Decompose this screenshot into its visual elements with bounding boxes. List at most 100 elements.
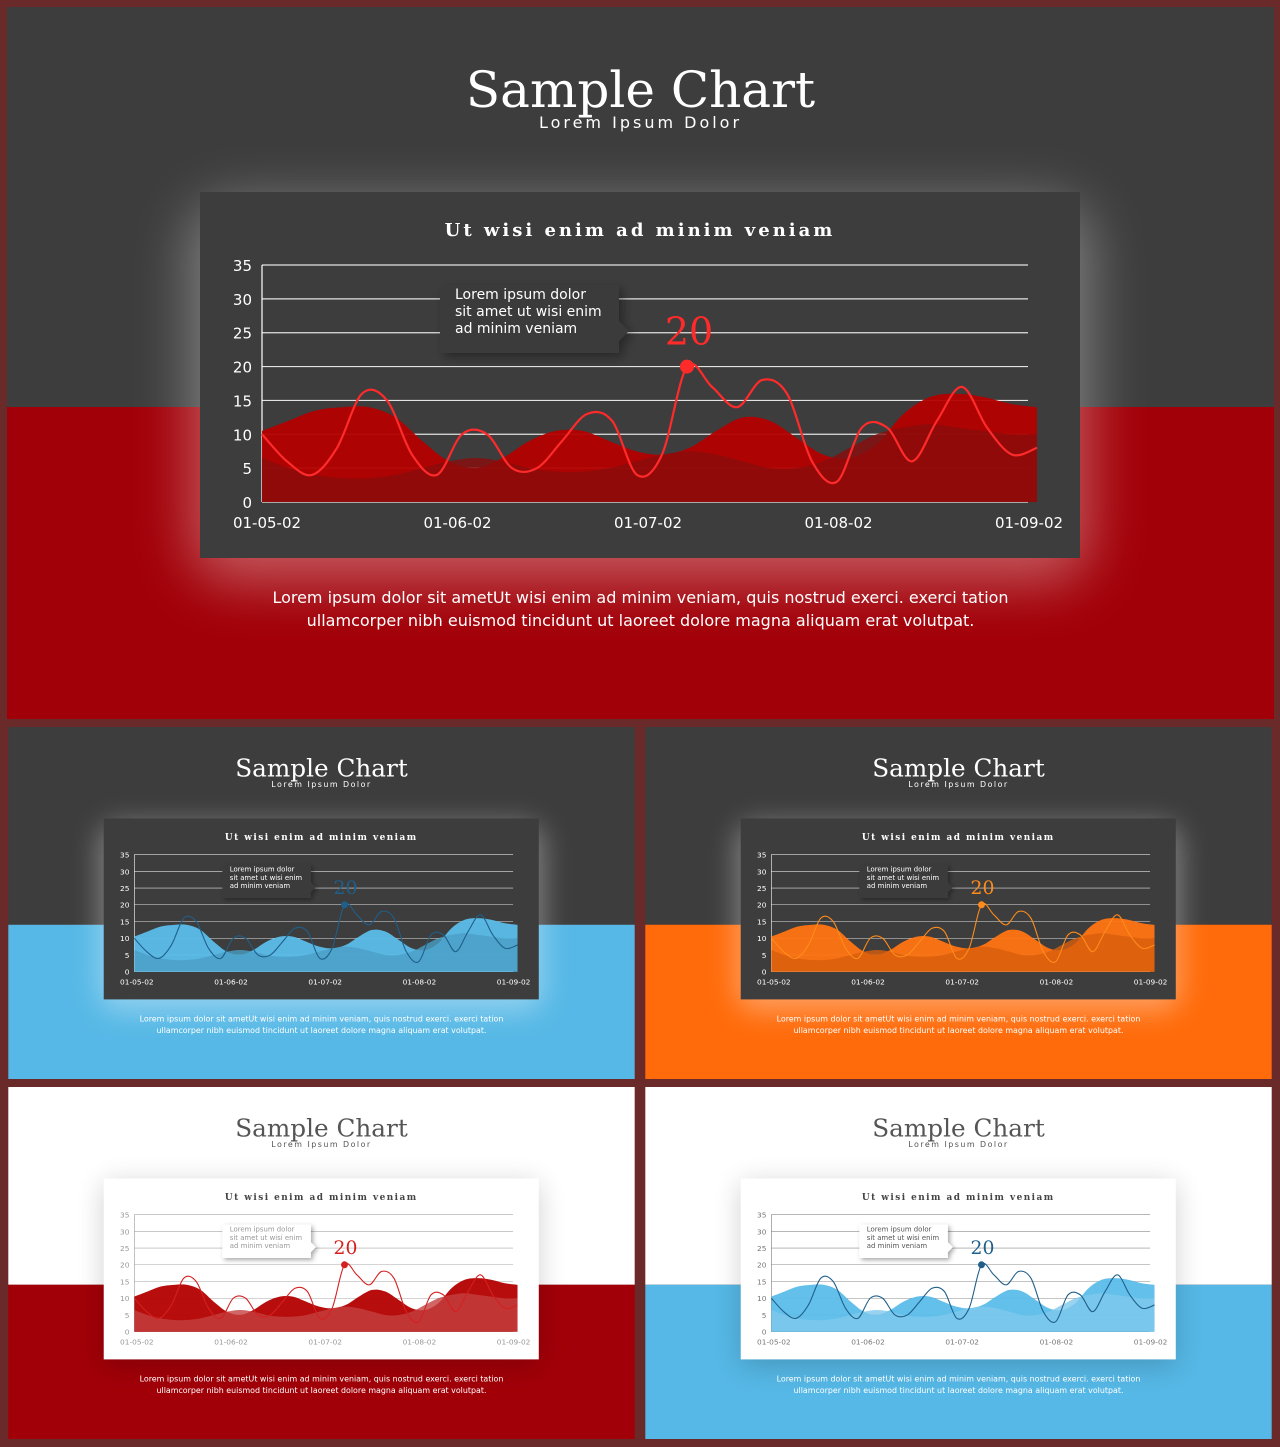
chart-title: Ut wisi enim ad minim veniam — [862, 1193, 1055, 1203]
x-tick-label: 01-06-02 — [214, 978, 248, 987]
area-series — [134, 1293, 518, 1332]
x-tick-label: 01-07-02 — [614, 514, 682, 532]
x-tick-label: 01-05-02 — [120, 1338, 154, 1347]
callout-text: sit amet ut wisi enim — [867, 1234, 940, 1242]
x-tick-label: 01-06-02 — [214, 1338, 248, 1347]
description-text: Lorem ipsum dolor sit ametUt wisi enim a… — [777, 1375, 1141, 1384]
x-tick-label: 01-07-02 — [308, 978, 342, 987]
y-tick-label: 0 — [125, 1328, 130, 1337]
area-series — [262, 424, 1037, 502]
y-tick-label: 10 — [757, 934, 767, 943]
highlight-label: 20 — [334, 878, 358, 899]
chart-title: Ut wisi enim ad minim veniam — [225, 1193, 418, 1203]
callout-box — [440, 285, 629, 353]
y-tick-label: 10 — [233, 426, 252, 444]
description-text: Lorem ipsum dolor sit ametUt wisi enim a… — [140, 1015, 504, 1024]
callout-text: ad minim veniam — [867, 1242, 928, 1250]
slide-title: Sample Chart — [872, 1113, 1045, 1142]
y-tick-label: 15 — [233, 392, 252, 410]
description-text: Lorem ipsum dolor sit ametUt wisi enim a… — [777, 1015, 1141, 1024]
y-tick-label: 20 — [233, 359, 252, 377]
highlight-label: 20 — [971, 878, 995, 899]
callout-box — [222, 1224, 316, 1259]
line-series — [770, 902, 1155, 963]
x-tick-label: 01-09-02 — [497, 1338, 531, 1347]
y-tick-label: 30 — [120, 867, 130, 876]
x-tick-label: 01-08-02 — [403, 978, 437, 987]
slide-orange-dark: Sample Chart Lorem Ipsum Dolor Ut wisi eni… — [644, 727, 1273, 1079]
y-tick-label: 25 — [757, 1244, 767, 1253]
x-tick-label: 01-09-02 — [995, 514, 1063, 532]
highlight-point — [978, 901, 985, 909]
y-tick-label: 15 — [757, 917, 767, 926]
callout-text: sit amet ut wisi enim — [230, 1234, 303, 1242]
y-tick-label: 35 — [120, 851, 130, 860]
area-series — [771, 933, 1155, 972]
y-tick-label: 20 — [757, 901, 767, 910]
y-tick-label: 30 — [120, 1227, 130, 1236]
highlight-point — [978, 1261, 985, 1269]
slide-blue-light: Sample Chart Lorem Ipsum Dolor Ut wisi eni… — [644, 1087, 1273, 1439]
y-tick-label: 0 — [762, 1328, 767, 1337]
y-tick-label: 35 — [120, 1211, 130, 1220]
x-tick-label: 01-09-02 — [497, 978, 531, 987]
highlight-point — [341, 1261, 348, 1269]
chart-panel — [200, 192, 1080, 558]
callout-text: Lorem ipsum dolor — [867, 1225, 932, 1233]
callout-text: sit amet ut wisi enim — [230, 874, 303, 882]
callout-text: Lorem ipsum dolor — [867, 865, 932, 873]
highlight-label: 20 — [334, 1238, 358, 1259]
x-tick-label: 01-05-02 — [757, 978, 791, 987]
highlight-label: 20 — [665, 310, 713, 354]
x-tick-label: 01-07-02 — [945, 1338, 979, 1347]
area-series — [134, 933, 518, 972]
line-series — [133, 902, 518, 963]
slide-title: Sample Chart — [235, 1113, 408, 1142]
slide-main: Sample Chart Lorem Ipsum Dolor Ut wisi eni… — [7, 7, 1274, 719]
callout-text: Lorem ipsum dolor — [455, 287, 586, 303]
callout-text: ad minim veniam — [230, 1242, 291, 1250]
callout-box — [859, 1224, 953, 1259]
x-tick-label: 01-07-02 — [308, 1338, 342, 1347]
y-tick-label: 5 — [762, 1311, 767, 1320]
y-tick-label: 30 — [233, 291, 252, 309]
slide-title: Sample Chart — [235, 753, 408, 782]
y-tick-label: 10 — [757, 1294, 767, 1303]
y-tick-label: 20 — [757, 1261, 767, 1270]
slide-subtitle: Lorem Ipsum Dolor — [908, 780, 1008, 789]
y-tick-label: 25 — [233, 325, 252, 343]
x-tick-label: 01-07-02 — [945, 978, 979, 987]
description-text: ullamcorper nibh euismod tincidunt ut la… — [157, 1026, 487, 1035]
y-tick-label: 20 — [120, 901, 130, 910]
chart-title: Ut wisi enim ad minim veniam — [862, 833, 1055, 843]
slide-subtitle: Lorem Ipsum Dolor — [908, 1140, 1008, 1149]
highlight-point — [341, 901, 348, 909]
y-tick-label: 0 — [125, 968, 130, 977]
slide-subtitle: Lorem Ipsum Dolor — [539, 113, 742, 132]
y-tick-label: 10 — [120, 934, 130, 943]
x-tick-label: 01-08-02 — [403, 1338, 437, 1347]
chart-title: Ut wisi enim ad minim veniam — [225, 833, 418, 843]
y-tick-label: 5 — [762, 951, 767, 960]
slide-subtitle: Lorem Ipsum Dolor — [271, 1140, 371, 1149]
line-series — [261, 362, 1038, 485]
description-text: ullamcorper nibh euismod tincidunt ut la… — [794, 1026, 1124, 1035]
chart-panel — [740, 818, 1176, 1000]
chart-panel — [740, 1178, 1176, 1360]
callout-text: ad minim veniam — [455, 321, 577, 337]
y-tick-label: 5 — [125, 951, 130, 960]
callout-box — [222, 864, 316, 899]
slide-red-light: Sample Chart Lorem Ipsum Dolor Ut wisi eni… — [7, 1087, 636, 1439]
slide-subtitle: Lorem Ipsum Dolor — [271, 780, 371, 789]
highlight-point — [680, 359, 694, 374]
y-tick-label: 35 — [233, 257, 252, 275]
line-series — [770, 1262, 1155, 1323]
slide-title: Sample Chart — [466, 61, 815, 119]
chart-panel — [103, 818, 539, 1000]
y-tick-label: 0 — [762, 968, 767, 977]
chart-title: Ut wisi enim ad minim veniam — [445, 220, 836, 241]
callout-text: Lorem ipsum dolor — [230, 1225, 295, 1233]
y-tick-label: 25 — [757, 884, 767, 893]
x-tick-label: 01-06-02 — [423, 514, 491, 532]
